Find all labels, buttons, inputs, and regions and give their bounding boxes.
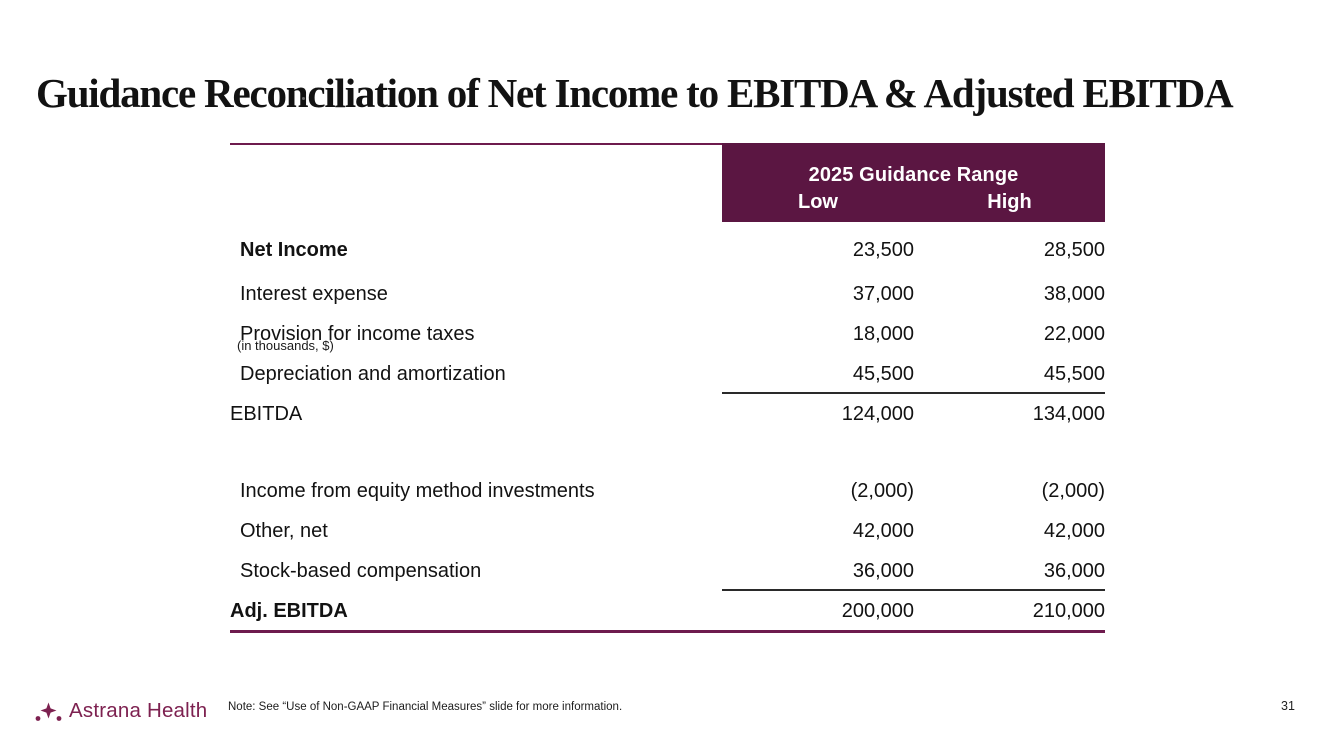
astrana-health-logo: Astrana Health: [35, 699, 207, 723]
row-value-low: 18,000: [852, 322, 914, 345]
table-row: Stock-based compensation 36,000 36,000: [230, 551, 1105, 591]
row-value-high: 22,000: [1043, 322, 1105, 345]
page-number: 31: [1281, 699, 1295, 713]
reconciliation-table: 2025 Guidance Range Low High (in thousan…: [230, 143, 1105, 640]
table-rows: Net Income 23,500 28,500 Interest expens…: [230, 143, 1105, 631]
row-value-low: 36,000: [852, 559, 914, 582]
table-header-block: 2025 Guidance Range Low High: [722, 143, 1105, 222]
guidance-range-header: 2025 Guidance Range: [808, 164, 1019, 186]
row-label: Stock-based compensation: [240, 559, 482, 582]
row-value-high: 28,500: [1043, 238, 1105, 261]
subtotal-rule-adj-ebitda: [722, 589, 1105, 591]
row-value-low: 45,500: [852, 362, 914, 385]
table-row: Net Income 23,500 28,500: [230, 230, 1105, 270]
row-value-low: 200,000: [841, 599, 914, 622]
table-row: Adj. EBITDA 200,000 210,000: [230, 591, 1105, 631]
units-label: (in thousands, $): [237, 338, 334, 353]
column-header-high: High: [987, 191, 1032, 213]
astrana-sparkle-icon: [35, 702, 62, 721]
row-value-high: 38,000: [1043, 282, 1105, 305]
table-top-rule: [230, 143, 724, 145]
row-value-low: 23,500: [852, 238, 914, 261]
table-row: Other, net 42,000 42,000: [230, 511, 1105, 551]
row-value-low: (2,000): [850, 479, 914, 502]
row-label: Interest expense: [240, 282, 388, 305]
row-value-high: (2,000): [1041, 479, 1105, 502]
subtotal-rule-ebitda: [722, 392, 1105, 394]
row-label: EBITDA: [230, 402, 303, 425]
row-label: Depreciation and amortization: [240, 362, 506, 385]
logo-wordmark: Astrana Health: [69, 699, 208, 722]
row-label: Adj. EBITDA: [230, 599, 348, 622]
row-value-high: 36,000: [1043, 559, 1105, 582]
row-label: Other, net: [240, 519, 328, 542]
row-value-low: 37,000: [852, 282, 914, 305]
row-value-high: 210,000: [1032, 599, 1105, 622]
row-value-low: 42,000: [852, 519, 914, 542]
stray-dot: [302, 97, 305, 100]
table-bottom-rule: [230, 630, 1105, 633]
table-row: Income from equity method investments (2…: [230, 471, 1105, 511]
footnote: Note: See “Use of Non-GAAP Financial Mea…: [228, 701, 623, 713]
column-header-low: Low: [798, 191, 838, 213]
row-value-high: 45,500: [1043, 362, 1105, 385]
column-headers: Low High: [722, 187, 1105, 220]
row-label: Income from equity method investments: [240, 479, 595, 502]
row-value-high: 42,000: [1043, 519, 1105, 542]
row-value-high: 134,000: [1032, 402, 1105, 425]
table-row: Interest expense 37,000 38,000: [230, 274, 1105, 314]
row-label: Provision for income taxes: [240, 322, 475, 345]
table-row: EBITDA 124,000 134,000: [230, 394, 1105, 434]
table-row: Depreciation and amortization 45,500 45,…: [230, 354, 1105, 394]
table-row: Provision for income taxes 18,000 22,000: [230, 314, 1105, 354]
row-value-low: 124,000: [841, 402, 914, 425]
slide-title: Guidance Reconciliation of Net Income to…: [36, 70, 1234, 117]
row-label: Net Income: [240, 238, 348, 261]
